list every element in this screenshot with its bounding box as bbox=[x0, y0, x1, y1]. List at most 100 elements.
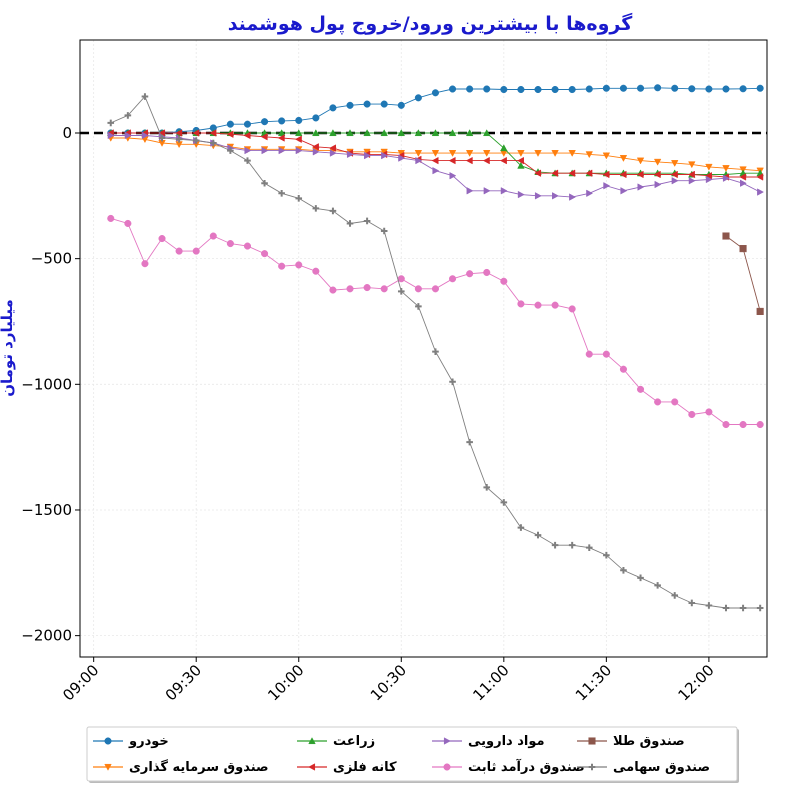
data-point bbox=[654, 582, 661, 589]
legend-label: مواد دارویی bbox=[468, 734, 545, 749]
data-point bbox=[414, 94, 422, 102]
legend-label: صندوق درآمد ثابت bbox=[468, 758, 585, 775]
series-5 bbox=[107, 214, 764, 429]
x-tick-label: 11:30 bbox=[572, 661, 615, 704]
legend-label: صندوق سهامی bbox=[613, 760, 710, 775]
data-point bbox=[602, 170, 610, 179]
data-point bbox=[688, 177, 696, 185]
series-7 bbox=[107, 93, 764, 612]
plot-frame bbox=[79, 39, 768, 658]
data-point bbox=[517, 156, 524, 165]
data-point bbox=[585, 350, 593, 358]
data-point bbox=[705, 175, 713, 184]
data-point bbox=[483, 268, 491, 277]
data-point bbox=[619, 365, 627, 373]
data-point bbox=[107, 131, 115, 140]
data-point bbox=[588, 763, 596, 771]
data-point bbox=[363, 129, 371, 137]
data-point bbox=[722, 174, 730, 182]
data-point bbox=[671, 84, 679, 92]
data-point bbox=[534, 301, 542, 309]
legend-item-2: زراعت bbox=[297, 734, 375, 749]
data-point bbox=[653, 170, 661, 179]
data-point bbox=[483, 150, 491, 157]
data-point bbox=[449, 275, 457, 283]
data-point bbox=[104, 763, 112, 771]
data-point bbox=[107, 119, 115, 127]
legend-item-1: صندوق سرمایه گذاری bbox=[93, 759, 269, 775]
data-point bbox=[312, 148, 320, 156]
series-4 bbox=[107, 131, 764, 201]
series-6 bbox=[722, 232, 764, 315]
data-point bbox=[670, 160, 679, 167]
series-line bbox=[110, 135, 761, 198]
data-point bbox=[346, 285, 354, 293]
data-point bbox=[380, 129, 388, 137]
data-point bbox=[261, 118, 269, 126]
data-point bbox=[192, 137, 200, 144]
data-point bbox=[517, 85, 525, 94]
x-tick-label: 10:00 bbox=[264, 661, 307, 704]
data-point bbox=[552, 192, 559, 200]
series-layer bbox=[106, 84, 764, 612]
data-point bbox=[705, 163, 713, 171]
data-point bbox=[329, 144, 336, 152]
legend-label: صندوق طلا bbox=[613, 734, 685, 749]
data-point bbox=[739, 245, 747, 253]
data-point bbox=[192, 129, 200, 137]
y-tick-label: −1500 bbox=[21, 501, 72, 519]
data-point bbox=[602, 350, 610, 358]
data-point bbox=[141, 131, 149, 140]
data-point bbox=[414, 129, 423, 137]
data-point bbox=[619, 170, 627, 179]
data-point bbox=[739, 173, 747, 181]
data-point bbox=[654, 84, 662, 92]
chart-title: گروه‌ها با بیشترین ورود/خروج پول هوشمند bbox=[228, 12, 634, 35]
data-point bbox=[380, 100, 388, 108]
y-axis: 0 −500 −1000 −1500 −2000 bbox=[21, 124, 80, 645]
data-point bbox=[568, 169, 576, 177]
data-point bbox=[414, 150, 423, 157]
data-point bbox=[466, 187, 474, 195]
data-point bbox=[500, 85, 508, 94]
data-point bbox=[243, 131, 251, 140]
data-point bbox=[551, 301, 559, 309]
data-point bbox=[380, 285, 388, 293]
data-point bbox=[175, 247, 183, 255]
data-point bbox=[620, 187, 628, 195]
data-point bbox=[517, 300, 525, 308]
data-point bbox=[226, 120, 234, 128]
data-point bbox=[757, 188, 764, 196]
data-point bbox=[588, 737, 596, 745]
data-point bbox=[141, 93, 149, 100]
data-point bbox=[551, 541, 559, 549]
data-point bbox=[705, 85, 713, 93]
x-axis: 09:00 09:30 10:00 10:30 11:00 11:30 12:00 bbox=[59, 657, 718, 704]
data-point bbox=[363, 284, 371, 292]
data-point bbox=[381, 151, 389, 160]
data-point bbox=[449, 378, 456, 386]
data-point bbox=[568, 541, 576, 549]
data-point bbox=[534, 150, 542, 157]
data-point bbox=[654, 180, 662, 189]
data-point bbox=[414, 285, 422, 293]
data-point bbox=[209, 129, 217, 137]
legend-label: خودرو bbox=[128, 734, 169, 749]
data-point bbox=[209, 232, 217, 240]
data-point bbox=[244, 146, 252, 155]
data-point bbox=[124, 219, 132, 228]
data-point bbox=[432, 166, 440, 175]
data-point bbox=[756, 420, 764, 429]
data-point bbox=[312, 267, 320, 275]
data-point bbox=[636, 84, 645, 92]
data-point bbox=[261, 179, 268, 187]
data-point bbox=[277, 129, 286, 137]
data-point bbox=[636, 385, 645, 393]
y-tick-label: −500 bbox=[31, 250, 72, 268]
x-tick-label: 11:00 bbox=[469, 661, 512, 704]
data-point bbox=[739, 85, 747, 93]
legend: خودرو صندوق سرمایه گذاری زراعت کانه فلزی موا… bbox=[86, 726, 739, 783]
data-point bbox=[261, 146, 269, 155]
data-point bbox=[756, 84, 764, 92]
data-point bbox=[500, 499, 508, 506]
